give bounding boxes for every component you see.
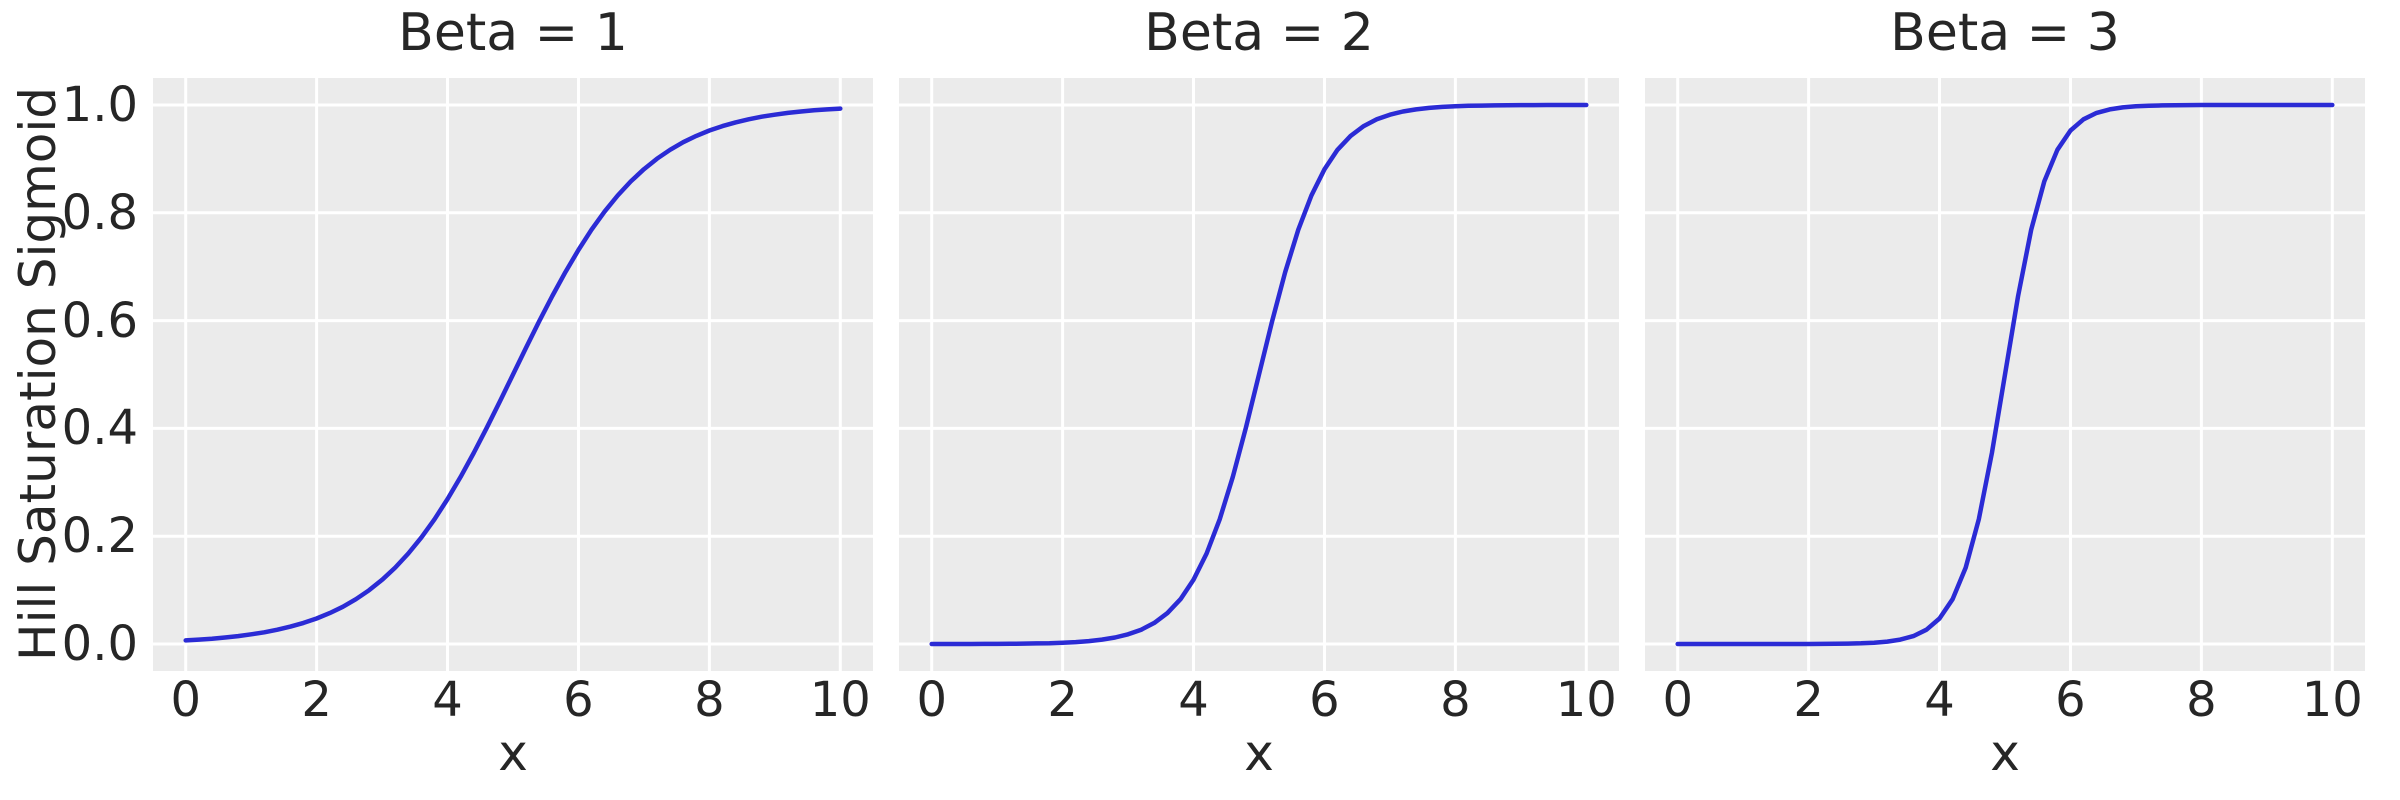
x-axis-label: x <box>498 724 528 782</box>
sigmoid-curve <box>929 102 1589 647</box>
y-tick-label: 0.4 <box>61 400 138 457</box>
x-tick-label: 8 <box>2186 672 2217 728</box>
x-tick-label: 6 <box>1309 672 1340 728</box>
y-tick-label: 0.0 <box>61 616 138 673</box>
x-tick-labels: 0 2 4 6 8 10 <box>1645 676 2365 732</box>
x-tick-label: 4 <box>432 672 463 728</box>
x-tick-label: 8 <box>694 672 725 728</box>
x-tick-label: 0 <box>170 672 201 728</box>
x-tick-label: 8 <box>1440 672 1471 728</box>
plot-area <box>153 78 873 671</box>
y-tick-label: 0.8 <box>61 184 138 241</box>
x-tick-label: 6 <box>2055 672 2086 728</box>
x-axis-label: x <box>1990 724 2020 782</box>
x-tick-label: 2 <box>1047 672 1078 728</box>
subplot-title: Beta = 2 <box>1144 3 1374 63</box>
subplot-beta-1: Beta = 1 0 2 4 6 8 10 x <box>153 0 873 800</box>
plot-area <box>899 78 1619 671</box>
x-tick-labels: 0 2 4 6 8 10 <box>899 676 1619 732</box>
x-tick-label: 4 <box>1178 672 1209 728</box>
x-tick-labels: 0 2 4 6 8 10 <box>153 676 873 732</box>
y-tick-label: 1.0 <box>61 76 138 133</box>
x-tick-label: 2 <box>301 672 332 728</box>
x-tick-label: 10 <box>2301 672 2363 728</box>
x-tick-label: 4 <box>1924 672 1955 728</box>
x-tick-label: 10 <box>1555 672 1617 728</box>
x-tick-label: 0 <box>916 672 947 728</box>
x-tick-label: 6 <box>563 672 594 728</box>
y-tick-labels: 0.0 0.2 0.4 0.6 0.8 1.0 <box>0 0 140 800</box>
x-tick-label: 10 <box>809 672 871 728</box>
x-tick-label: 0 <box>1662 672 1693 728</box>
subplot-title: Beta = 3 <box>1890 3 2120 63</box>
sigmoid-curve <box>183 106 843 643</box>
x-tick-label: 2 <box>1793 672 1824 728</box>
subplot-title: Beta = 1 <box>398 3 628 63</box>
x-axis-label: x <box>1244 724 1274 782</box>
y-tick-label: 0.2 <box>61 508 138 565</box>
subplot-beta-2: Beta = 2 0 2 4 6 8 10 x <box>899 0 1619 800</box>
plot-area <box>1645 78 2365 671</box>
subplot-beta-3: Beta = 3 0 2 4 6 8 10 x <box>1645 0 2365 800</box>
sigmoid-curve <box>1675 102 2335 647</box>
y-tick-label: 0.6 <box>61 292 138 349</box>
